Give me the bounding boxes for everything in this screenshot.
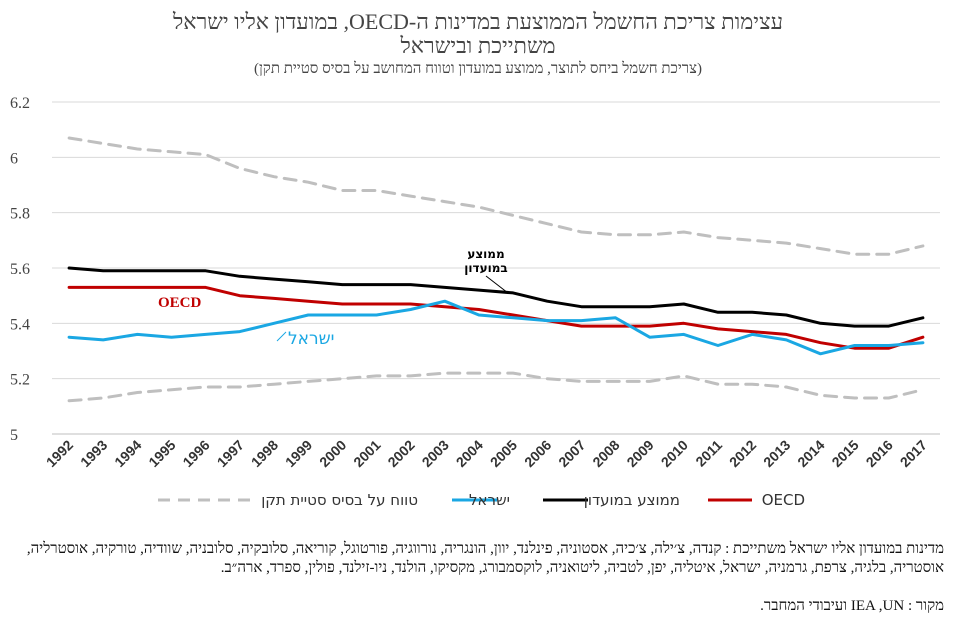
y-tick-label: 6 bbox=[10, 150, 18, 167]
y-tick-label: 5.6 bbox=[10, 261, 30, 278]
annotation-club-average-line-1: ממוצע bbox=[467, 247, 504, 261]
annotation-club-average-pointer bbox=[485, 275, 509, 294]
x-tick-label: 2002 bbox=[384, 437, 417, 470]
series-line-0 bbox=[67, 136, 925, 256]
y-tick-label: 5.8 bbox=[10, 206, 30, 223]
x-tick-label: 2000 bbox=[316, 437, 349, 470]
legend-label-0: טווח על בסיס סטיית תקן bbox=[261, 491, 418, 509]
x-tick-label: 1993 bbox=[77, 437, 110, 470]
chart-title-line-2: משתייכת ובישראל bbox=[400, 33, 556, 58]
x-axis-tick-labels: 1992 1993 1994 1995 1996 1997 1998 1999 2000 2001… bbox=[43, 437, 930, 470]
series-line-2 bbox=[67, 266, 925, 328]
x-tick-label: 2004 bbox=[453, 437, 486, 470]
x-tick-label: 2008 bbox=[589, 437, 622, 470]
series-line-4 bbox=[67, 299, 925, 356]
y-tick-label: 6.2 bbox=[10, 95, 30, 112]
x-tick-label: 2003 bbox=[419, 437, 452, 470]
x-tick-label: 1992 bbox=[43, 437, 76, 470]
chart-subtitle: (צריכת חשמל ביחס לתוצר, ממוצע במועדון וט… bbox=[253, 61, 702, 77]
x-tick-label: 2016 bbox=[863, 437, 896, 470]
x-tick-label: 2007 bbox=[555, 437, 588, 470]
legend-label-4: ישראל bbox=[469, 491, 510, 509]
y-tick-label: 5.2 bbox=[10, 372, 30, 389]
x-tick-label: 2014 bbox=[794, 437, 827, 470]
legend-label-3: OECD bbox=[762, 491, 805, 509]
annotation-oecd: OECD bbox=[158, 295, 202, 311]
chart-title-line-1: עצימות צריכת החשמל הממוצעת במדינות ה-OEC… bbox=[172, 9, 784, 34]
x-tick-label: 2010 bbox=[658, 437, 691, 470]
source-note: מקור : IEA ,UN ועיבודי המחבר. bbox=[760, 598, 944, 614]
x-tick-label: 1994 bbox=[111, 437, 144, 470]
x-tick-label: 2013 bbox=[760, 437, 793, 470]
x-tick-label: 2015 bbox=[828, 437, 861, 470]
x-tick-label: 2001 bbox=[350, 437, 383, 470]
x-tick-label: 1996 bbox=[179, 437, 212, 470]
y-tick-label: 5.4 bbox=[10, 316, 30, 333]
series-line-1 bbox=[67, 371, 925, 403]
annotation-israel-pointer bbox=[276, 331, 287, 342]
series-lines bbox=[67, 136, 925, 403]
x-tick-label: 2005 bbox=[487, 437, 520, 470]
x-tick-label: 1995 bbox=[145, 437, 178, 470]
y-axis-tick-labels: 5 5.2 5.4 5.6 5.8 6 6.2 bbox=[10, 95, 30, 444]
x-tick-label: 2012 bbox=[726, 437, 759, 470]
x-tick-label: 2009 bbox=[623, 437, 656, 470]
legend-label-2: ממוצע במועדון bbox=[584, 491, 680, 509]
x-tick-label: 2006 bbox=[521, 437, 554, 470]
series-line-3 bbox=[67, 285, 925, 350]
line-chart: 55.25.45.65.866.2 1992 1993 1994 1995 1996 19… bbox=[10, 95, 940, 509]
x-tick-label: 1997 bbox=[214, 437, 247, 470]
x-tick-label: 2011 bbox=[692, 437, 725, 470]
legend: טווח על בסיס סטיית תקן ישראל ממוצע במועדון… bbox=[158, 491, 805, 509]
annotation-club-average-line-2: במועדון bbox=[464, 261, 507, 275]
x-tick-label: 1999 bbox=[282, 437, 315, 470]
x-tick-label: 2017 bbox=[897, 437, 930, 470]
x-tick-label: 1998 bbox=[248, 437, 281, 470]
grid-lines bbox=[52, 101, 940, 435]
member-countries-note: מדינות במועדון אליו ישראל משתייכת : קנדה… bbox=[26, 541, 944, 576]
y-tick-label: 5 bbox=[10, 427, 18, 444]
annotation-israel: ישראל bbox=[288, 329, 334, 349]
